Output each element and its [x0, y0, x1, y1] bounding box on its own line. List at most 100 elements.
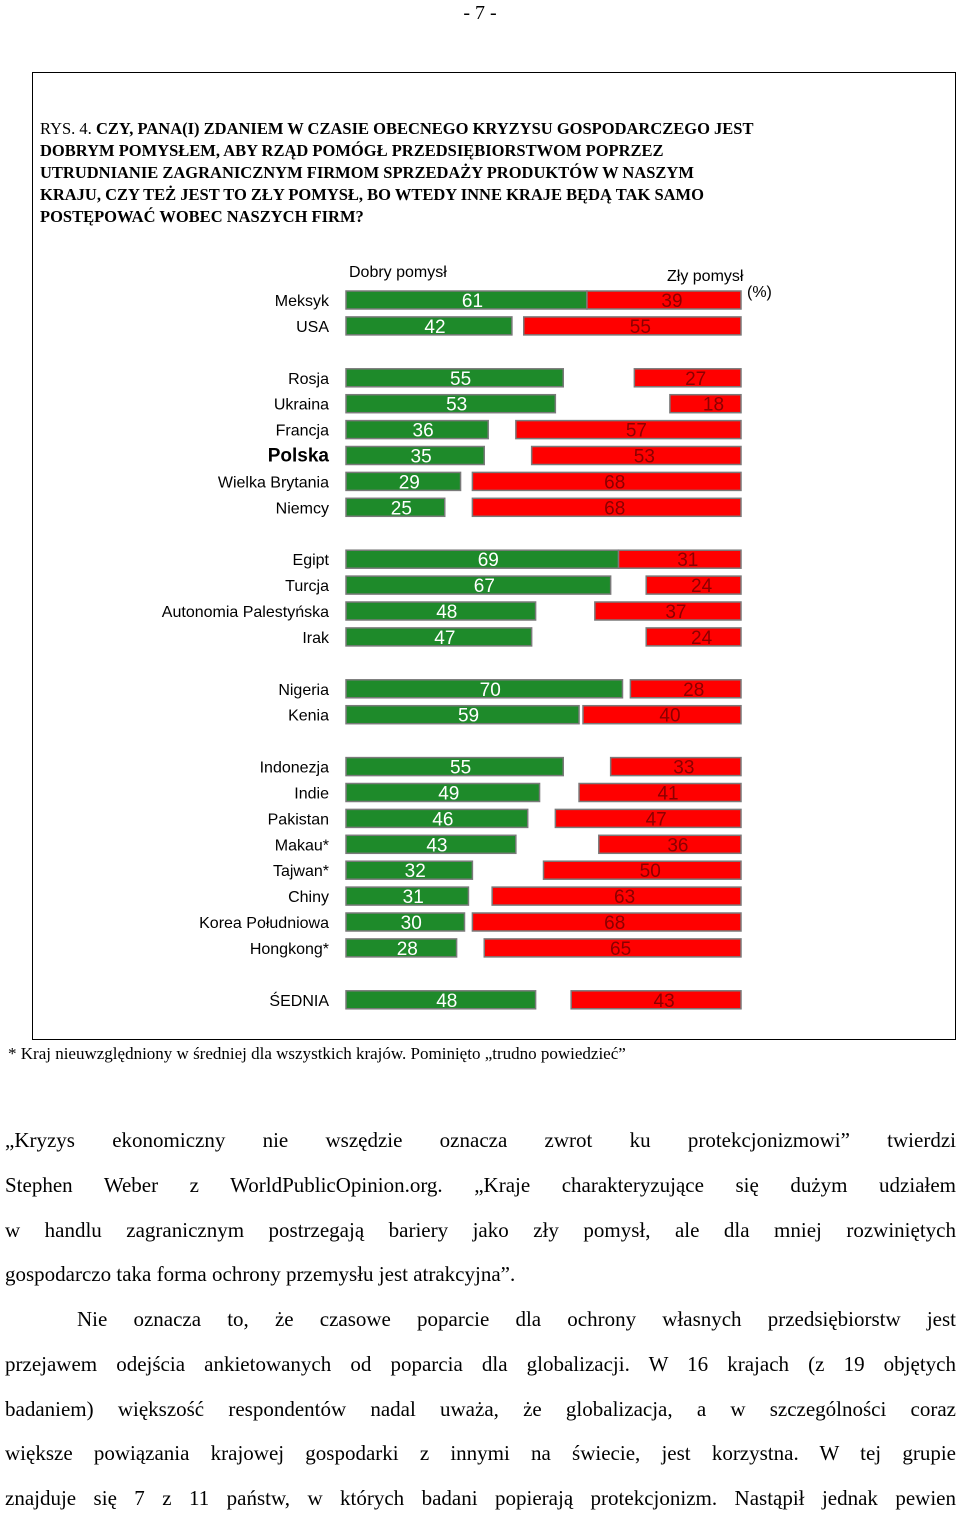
bar-bad-rosja [633, 368, 742, 388]
bar-good-pakistan [345, 808, 529, 829]
value-bad-tajwan-: 50 [640, 861, 661, 882]
paragraph-2-line-4: większe powiązania krajowej gospodarki z… [5, 1441, 956, 1465]
row-label-meksyk: Meksyk [275, 293, 330, 310]
value-good-turcja: 67 [474, 576, 495, 597]
bar-good-hongkong- [345, 938, 458, 958]
row-label-indie: Indie [294, 786, 329, 803]
value-good-usa: 42 [424, 317, 445, 338]
bar-good-autonomia-palestyńska [345, 601, 537, 621]
bar-good-indie [345, 782, 541, 803]
value-bad-egipt: 31 [677, 550, 698, 571]
value-good-francja: 36 [413, 421, 434, 442]
value-good-kenia: 59 [458, 706, 479, 727]
value-bad-wielka-brytania: 68 [604, 472, 625, 493]
bar-good-francja [345, 419, 489, 440]
paragraph-1-line-2: Stephen Weber z WorldPublicOpinion.org. … [5, 1173, 956, 1197]
bar-good-rosja [345, 368, 564, 388]
bar-good-wielka-brytania [345, 471, 462, 492]
row-label-tajwan-: Tajwan* [273, 863, 329, 880]
footnote: * Kraj nieuwzględniony w średniej dla ws… [8, 1044, 626, 1063]
bar-good-kenia [345, 704, 580, 725]
bar-bad-indonezja [609, 756, 742, 777]
value-bad-irak: 24 [691, 628, 713, 649]
value-good-ukraina: 53 [446, 395, 467, 416]
paragraph-1-line-1: „Kryzys ekonomiczny nie wszędzie oznacza… [5, 1128, 956, 1152]
paragraph-1-line-3: w handlu zagranicznym postrzegają barier… [5, 1218, 956, 1242]
value-good-chiny: 31 [403, 887, 424, 908]
value-good-meksyk: 61 [462, 291, 483, 312]
bar-good-makau- [345, 834, 517, 855]
bar-good-ukraina [345, 393, 557, 414]
row-label-indonezja: Indonezja [260, 760, 329, 777]
value-good-makau-: 43 [426, 835, 447, 856]
bar-good-korea-południowa [345, 912, 466, 932]
bar-good-usa [345, 316, 513, 336]
row-label-autonomia-palestyńska: Autonomia Palestyńska [162, 604, 329, 621]
row-label-irak: Irak [302, 630, 330, 647]
value-good-irak: 47 [434, 628, 455, 649]
bar-bad-niemcy [471, 497, 742, 518]
value-good-nigeria: 70 [480, 680, 501, 701]
paragraph-2-line-1: Nie oznacza to, że czasowe poparcie dla … [77, 1307, 956, 1331]
value-bad-indonezja: 33 [673, 758, 694, 779]
row-label-śednia: ŚEDNIA [269, 991, 329, 1010]
bar-bad-makau- [598, 834, 742, 855]
value-bad-niemcy: 68 [604, 498, 625, 519]
bars-group: Meksyk 61 39 USA 42 55 Rosja 55 27 Ukraina 53 18 Fra… [162, 290, 742, 1012]
row-label-turcja: Turcja [285, 578, 329, 595]
bar-good-indonezja [345, 756, 564, 777]
value-good-indie: 49 [438, 784, 459, 805]
value-bad-meksyk: 39 [661, 291, 682, 312]
bar-bad-pakistan [554, 808, 742, 829]
value-good-hongkong-: 28 [397, 939, 418, 960]
page-number: - 7 - [463, 2, 497, 24]
figure-frame [32, 72, 956, 1040]
value-bad-pakistan: 47 [646, 809, 667, 830]
figure-label: RYS. 4. [40, 119, 92, 138]
value-good-egipt: 69 [478, 550, 499, 571]
bar-bad-kenia [582, 704, 742, 725]
bar-good-irak [345, 627, 533, 647]
value-good-korea-południowa: 30 [401, 913, 422, 934]
bar-bad-ukraina [669, 393, 742, 414]
figure-title-line-4: KRAJU, CZY TEŻ JEST TO ZŁY POMYSŁ, BO WT… [40, 185, 704, 204]
bar-bad-chiny [491, 886, 742, 906]
value-bad-polska: 53 [634, 447, 655, 468]
value-bad-ukraina: 18 [703, 395, 724, 416]
value-good-indonezja: 55 [450, 758, 471, 779]
row-label-chiny: Chiny [288, 889, 329, 906]
value-good-pakistan: 46 [432, 809, 453, 830]
diverging-bar-chart: Dobry pomysł Zły pomysł (%) Meksyk 61 39 US… [162, 264, 772, 1012]
unit-label: (%) [747, 284, 772, 301]
bar-bad-egipt [617, 549, 742, 569]
row-label-korea-południowa: Korea Południowa [199, 915, 329, 932]
row-label-rosja: Rosja [288, 371, 329, 388]
row-label-wielka-brytania: Wielka Brytania [218, 474, 329, 491]
row-label-niemcy: Niemcy [276, 500, 329, 517]
bar-good-śednia [345, 990, 537, 1010]
value-bad-nigeria: 28 [683, 680, 704, 701]
row-label-ukraina: Ukraina [274, 397, 329, 414]
legend-good-label: Dobry pomysł [349, 264, 447, 281]
figure-title: RYS. 4. CZY, PANA(I) ZDANIEM W CZASIE OB… [40, 118, 900, 228]
value-bad-korea-południowa: 68 [604, 913, 625, 934]
paragraph-2-line-5: znajduje się 7 z 11 państw, w których ba… [5, 1486, 956, 1510]
bar-good-turcja [345, 575, 612, 595]
bar-bad-indie [578, 782, 742, 803]
bar-bad-tajwan- [542, 860, 742, 880]
value-good-autonomia-palestyńska: 48 [436, 602, 457, 623]
figure-title-line-2: DOBRYM POMYSŁEM, ABY RZĄD POMÓGŁ PRZEDSI… [40, 141, 664, 160]
value-bad-śednia: 43 [654, 991, 675, 1012]
row-label-pakistan: Pakistan [268, 811, 329, 828]
value-bad-autonomia-palestyńska: 37 [665, 602, 686, 623]
value-good-rosja: 55 [450, 369, 471, 390]
paragraph-2-line-3: badaniem) większość respondentów nadal u… [5, 1397, 956, 1421]
bar-bad-polska [530, 445, 742, 466]
value-good-niemcy: 25 [391, 498, 412, 519]
value-bad-indie: 41 [657, 784, 678, 805]
bar-good-tajwan- [345, 860, 474, 880]
value-bad-turcja: 24 [691, 576, 713, 597]
bar-good-niemcy [345, 497, 446, 518]
bar-bad-wielka-brytania [471, 471, 742, 492]
bar-bad-irak [645, 627, 742, 647]
